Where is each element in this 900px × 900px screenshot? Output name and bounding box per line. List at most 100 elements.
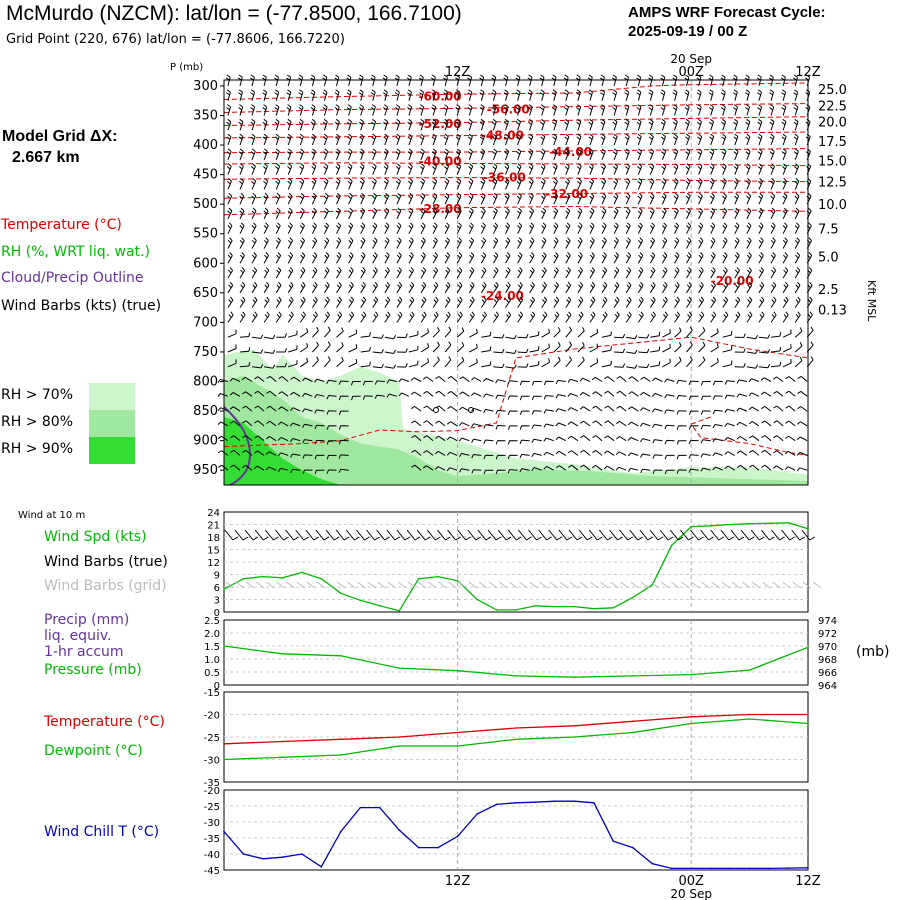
wind-speed-point-19 <box>593 607 595 610</box>
wind-barb-524 <box>468 207 474 220</box>
wind-barb-1253 <box>794 207 800 220</box>
grid-barb-25 <box>478 581 488 589</box>
wind-barb-1133 <box>724 437 735 442</box>
wind-barb-19 <box>227 359 237 368</box>
wind-chill-point-2 <box>262 858 264 860</box>
wind-barb-202 <box>311 267 318 279</box>
wind-barb-1195 <box>769 148 775 160</box>
surface-barb-50 <box>730 529 745 541</box>
wind-barb-619 <box>495 425 506 430</box>
wind-barb-865 <box>603 465 615 471</box>
wind-barb-185 <box>289 422 301 427</box>
wind-barb-910 <box>638 334 650 339</box>
wind-barb-621 <box>495 454 506 460</box>
wind-chill-point-20 <box>612 840 615 842</box>
wind-barb-1159 <box>736 421 748 427</box>
wind-barb-815 <box>600 118 606 131</box>
wind-barb-1074 <box>710 357 719 368</box>
wind-barb-1016 <box>686 296 692 308</box>
wind-barb-309 <box>360 252 366 264</box>
wind-barb-251 <box>335 192 341 205</box>
wind-barb-616 <box>495 379 506 384</box>
wind-barb-215 <box>302 469 313 474</box>
wind-barb-1255 <box>794 237 800 249</box>
wind-barb-1240 <box>773 420 784 427</box>
wind-barb-391 <box>407 163 413 175</box>
wind-barb-327 <box>372 192 377 205</box>
wind-barb-1178 <box>758 296 765 308</box>
wind-barb-389 <box>407 133 413 146</box>
wind-barb-362 <box>374 394 385 399</box>
wind-barb-859 <box>604 376 615 382</box>
wind-barb-426 <box>420 357 430 368</box>
wind-barb-535 <box>459 376 470 382</box>
wind-barb-281 <box>348 237 354 249</box>
wind-barb-914 <box>628 391 639 397</box>
wind-barb-1179 <box>758 311 765 323</box>
height-tick-label-10: 0.13 <box>818 304 847 319</box>
wind-barb-790 <box>588 148 594 160</box>
wind-barb-613 <box>505 334 517 340</box>
wind-barb-1060 <box>709 148 715 160</box>
wind-barb-39 <box>239 252 245 264</box>
wind-barb-648 <box>507 454 518 460</box>
wind-barb-1021 <box>676 379 687 385</box>
wind-barb-808 <box>579 420 591 427</box>
wind-barb-56 <box>250 104 256 116</box>
wind-barb-636 <box>517 267 523 279</box>
wind-barb-225 <box>323 207 329 220</box>
wind-barb-314 <box>360 332 371 338</box>
wind-barb-356 <box>384 296 391 308</box>
wind-barb-690 <box>541 267 547 279</box>
wind-barb-550 <box>480 192 486 205</box>
legend-rh: RH (%, WRT liq. wat.) <box>1 244 150 260</box>
wind-barb-415 <box>420 192 426 205</box>
wind-barb-697 <box>532 381 542 386</box>
wind-barb-1108 <box>712 466 723 471</box>
wind-barb-344 <box>383 118 389 131</box>
wind-barb-739 <box>565 192 571 205</box>
wind-barb-168 <box>299 163 305 175</box>
surface-barb-53 <box>760 529 775 541</box>
wind-barb-359 <box>384 349 397 354</box>
wind-barb-776 <box>577 341 585 353</box>
wind-barb-503 <box>456 296 463 308</box>
wind-barb-578 <box>492 207 498 220</box>
wind-barb-1256 <box>794 252 801 264</box>
wind-barb-723 <box>553 356 561 368</box>
wind-barb-784 <box>568 464 579 471</box>
wind-barb-711 <box>552 178 558 190</box>
wind-barb-1212 <box>761 405 772 412</box>
wind-barb-1097 <box>722 296 729 308</box>
pressure-point-5 <box>515 675 517 677</box>
wind-barb-1150 <box>746 281 753 294</box>
wind-barb-91 <box>263 222 269 234</box>
wind-barb-106 <box>254 450 265 456</box>
surface-barb-17 <box>396 529 411 541</box>
wind-barb-710 <box>552 163 558 175</box>
temperature-point-8 <box>690 716 692 718</box>
wind-barb-450 <box>432 311 439 323</box>
wind-barb-1265 <box>785 390 796 397</box>
wind-barb-129 <box>266 390 277 397</box>
wind-barb-707 <box>552 118 558 131</box>
wind-barb-937 <box>650 331 661 338</box>
wind-barb-836 <box>592 435 603 442</box>
wind-barb-1005 <box>685 133 691 146</box>
wind-barb-1103 <box>712 395 723 400</box>
wind-barb-741 <box>565 222 571 234</box>
wind-barb-69 <box>251 296 258 308</box>
wind-barb-321 <box>370 104 376 116</box>
wind-barb-780 <box>567 407 579 412</box>
wind-barb-925 <box>649 148 655 160</box>
wind-barb-1009 <box>685 192 691 205</box>
wind-chill-point-1 <box>242 853 245 855</box>
wind-barb-979 <box>673 148 679 160</box>
wind-barb-313 <box>360 311 367 323</box>
surface-barb-0 <box>224 529 239 541</box>
wind-barb-848 <box>613 207 619 220</box>
wind-barb-699 <box>531 410 542 415</box>
wind-barb-193 <box>310 133 316 146</box>
wind-chill-point-9 <box>398 829 401 831</box>
surface-barb-28 <box>507 529 522 541</box>
